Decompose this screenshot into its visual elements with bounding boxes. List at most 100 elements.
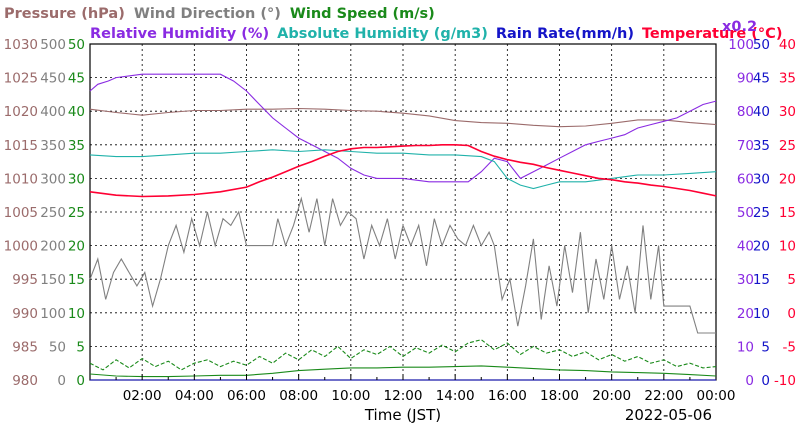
- humidity-tick-label: 60: [737, 171, 754, 187]
- wind_speed-tick-label: 35: [68, 138, 85, 154]
- temperature-tick-label: 0: [787, 306, 796, 322]
- pressure-tick-label: 1010: [4, 171, 38, 187]
- humidity-tick-label: 20: [737, 306, 754, 322]
- temperature-tick-label: 10: [779, 239, 796, 255]
- humidity-tick-label: 80: [737, 104, 754, 120]
- temperature-tick-label: 35: [779, 71, 796, 87]
- humidity-tick-label: 90: [737, 71, 754, 87]
- series-line-1: [89, 196, 716, 334]
- humidity-tick-label: 70: [737, 138, 754, 154]
- humidity-tick-label: 0: [745, 373, 754, 389]
- wind_speed-tick-label: 10: [68, 306, 85, 322]
- pressure-tick-label: 1020: [4, 104, 38, 120]
- temperature-tick-label: 15: [779, 205, 796, 221]
- rain_rate-tick-label: 15: [753, 272, 770, 288]
- wind_speed-tick-label: 5: [76, 339, 85, 355]
- wind_direction-tick-label: 150: [40, 272, 66, 288]
- series-line-0: [89, 107, 717, 128]
- rain_rate-tick-label: 5: [761, 339, 770, 355]
- legend-item-5: Rain Rate(mm/h): [496, 26, 634, 42]
- pressure-tick-label: 1005: [4, 205, 38, 221]
- wind_direction-tick-label: 50: [49, 339, 66, 355]
- x-tick-label: 08:00: [279, 388, 318, 404]
- legend: Pressure (hPa) Wind Direction (°) Wind Spe…: [4, 6, 782, 42]
- x-tick-label: 16:00: [488, 388, 527, 404]
- wind_speed-tick-label: 20: [68, 239, 85, 255]
- wind_speed-tick-label: 0: [76, 373, 85, 389]
- wind_speed-tick-label: 25: [68, 205, 85, 221]
- legend-item-3: Relative Humidity (%): [90, 26, 269, 42]
- pressure-tick-label: 995: [12, 272, 38, 288]
- x-tick-label: 06:00: [227, 388, 266, 404]
- legend-item-4: Absolute Humidity (g/m3): [277, 26, 488, 42]
- x-tick-label: 02:00: [123, 388, 162, 404]
- temperature-tick-label: 30: [779, 104, 796, 120]
- x-tick-label: 10:00: [331, 388, 370, 404]
- pressure-tick-label: 1030: [4, 37, 38, 53]
- rain_rate-tick-label: 10: [753, 306, 770, 322]
- legend-item-6: Temperature (°C): [642, 26, 783, 42]
- humidity-tick-label: 30: [737, 272, 754, 288]
- pressure-tick-label: 1025: [4, 71, 38, 87]
- x-tick-label: 20:00: [592, 388, 631, 404]
- wind_speed-tick-label: 15: [68, 272, 85, 288]
- wind_direction-tick-label: 400: [40, 104, 66, 120]
- rain_rate-tick-label: 40: [753, 104, 770, 120]
- pressure-tick-label: 990: [12, 306, 38, 322]
- wind_speed-tick-label: 50: [68, 37, 85, 53]
- grid: [89, 43, 717, 381]
- wind_speed-tick-label: 40: [68, 104, 85, 120]
- plot-area: [89, 73, 717, 381]
- rain_rate-tick-label: 50: [753, 37, 770, 53]
- temperature-tick-label: 20: [779, 171, 796, 187]
- temperature-tick-label: 40: [779, 37, 796, 53]
- humidity-tick-label: 50: [737, 205, 754, 221]
- wind_direction-tick-label: 500: [40, 37, 66, 53]
- rain_rate-tick-label: 20: [753, 239, 770, 255]
- wind_direction-tick-label: 200: [40, 239, 66, 255]
- abs-humidity-scale-note: x0.2: [722, 19, 757, 35]
- series-line-3: [89, 339, 717, 371]
- humidity-tick-label: 40: [737, 239, 754, 255]
- rain_rate-tick-label: 35: [753, 138, 770, 154]
- pressure-tick-label: 1000: [4, 239, 38, 255]
- rain_rate-tick-label: 0: [761, 373, 770, 389]
- left-axes: 1030102510201015101010051000995990985980…: [4, 37, 85, 389]
- x-axis: 02:00 04:00 06:00 08:00 10:00 12:00 14:00 16:00…: [115, 374, 736, 424]
- temperature-tick-label: -5: [783, 339, 796, 355]
- temperature-tick-label: 25: [779, 138, 796, 154]
- legend-item-0: Pressure (hPa): [4, 6, 125, 22]
- legend-item-2: Wind Speed (m/s): [290, 6, 435, 22]
- humidity-tick-label: 100: [728, 37, 754, 53]
- rain_rate-tick-label: 30: [753, 171, 770, 187]
- x-tick-label: 12:00: [384, 388, 423, 404]
- series-line-5: [89, 149, 717, 190]
- wind_speed-tick-label: 30: [68, 171, 85, 187]
- x-axis-title: Time (JST): [364, 406, 441, 424]
- series-line-4: [89, 73, 717, 183]
- pressure-tick-label: 980: [12, 373, 38, 389]
- x-tick-label: 00:00: [697, 388, 736, 404]
- wind_direction-tick-label: 100: [40, 306, 66, 322]
- wind_direction-tick-label: 300: [40, 171, 66, 187]
- pressure-tick-label: 985: [12, 339, 38, 355]
- wind_speed-tick-label: 45: [68, 71, 85, 87]
- rain_rate-tick-label: 45: [753, 71, 770, 87]
- wind_direction-tick-label: 350: [40, 138, 66, 154]
- temperature-tick-label: -10: [774, 373, 796, 389]
- chart-date: 2022-05-06: [625, 406, 712, 424]
- series-line-7: [89, 144, 717, 198]
- wind_direction-tick-label: 250: [40, 205, 66, 221]
- x-tick-label: 18:00: [540, 388, 579, 404]
- x-tick-label: 22:00: [644, 388, 683, 404]
- legend-item-1: Wind Direction (°): [134, 6, 281, 22]
- temperature-tick-label: 5: [787, 272, 796, 288]
- pressure-tick-label: 1015: [4, 138, 38, 154]
- x-tick-label: 14:00: [436, 388, 475, 404]
- wind_direction-tick-label: 450: [40, 71, 66, 87]
- right-axes: 1009080706050403020100504540353025201510…: [728, 37, 796, 389]
- x-tick-label: 04:00: [175, 388, 214, 404]
- rain_rate-tick-label: 25: [753, 205, 770, 221]
- wind_direction-tick-label: 0: [57, 373, 66, 389]
